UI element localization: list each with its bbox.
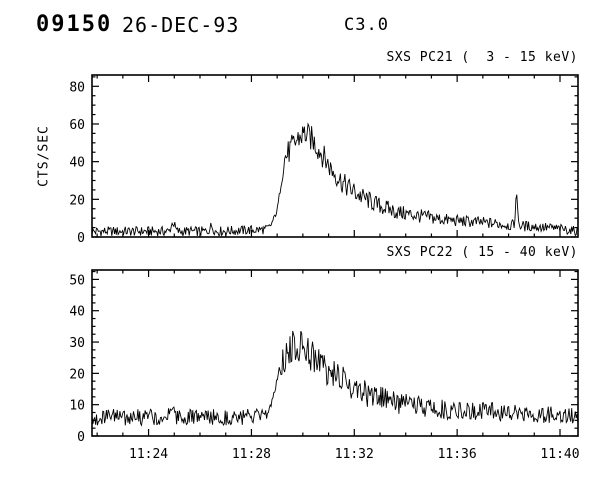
flare-id-label: 09150 xyxy=(36,12,113,37)
y-tick-label: 80 xyxy=(69,80,85,95)
axes-frame xyxy=(91,74,579,238)
y-tick-label: 0 xyxy=(77,231,85,246)
light-curve-trace xyxy=(91,122,579,237)
light-curve-trace xyxy=(91,330,579,427)
x-tick-label: 11:28 xyxy=(232,447,271,462)
y-tick-label: 20 xyxy=(69,367,85,382)
panel1-title: SXS PC21 ( 3 - 15 keV) xyxy=(386,50,578,65)
y-tick-label: 40 xyxy=(69,156,85,171)
y-tick-label: 0 xyxy=(77,430,85,445)
y-tick-label: 30 xyxy=(69,336,85,351)
panel2-title: SXS PC22 ( 15 - 40 keV) xyxy=(386,245,578,260)
panel-pc22: 0 10 20 30 40 50 11:24 11:28 11:32 11:36 11:40 xyxy=(69,269,580,462)
axes-frame xyxy=(91,269,579,437)
x-tick-label: 11:40 xyxy=(540,447,579,462)
y-tick-label: 20 xyxy=(69,193,85,208)
x-tick-label: 11:36 xyxy=(438,447,477,462)
y-tick-label: 10 xyxy=(69,399,85,414)
y-tick-label: 50 xyxy=(69,273,85,288)
y-tick-label: 60 xyxy=(69,118,85,133)
panel-pc21: 0 20 40 60 80 xyxy=(69,74,579,246)
x-tick-label: 11:32 xyxy=(335,447,374,462)
x-tick-label: 11:24 xyxy=(129,447,168,462)
y-tick-label: 40 xyxy=(69,305,85,320)
flare-date-label: 26-DEC-93 xyxy=(122,13,240,37)
goes-class-label: C3.0 xyxy=(344,15,389,35)
